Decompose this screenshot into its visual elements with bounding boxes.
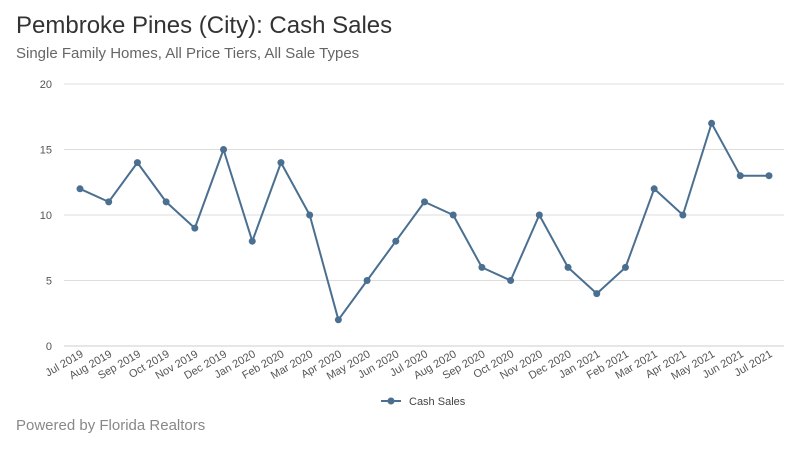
data-point [133, 159, 141, 167]
data-point [621, 263, 629, 271]
series-line [79, 122, 769, 321]
data-point [248, 237, 256, 245]
data-point [191, 224, 199, 232]
data-point [564, 263, 572, 271]
data-point [392, 237, 400, 245]
data-point [650, 185, 658, 193]
data-point [421, 198, 428, 206]
y-tick-label: 15 [40, 145, 52, 157]
data-point [105, 198, 113, 206]
legend-marker [387, 397, 395, 405]
data-point [593, 290, 601, 298]
data-point [708, 119, 716, 127]
data-point [220, 146, 228, 153]
data-point [162, 198, 170, 206]
data-point [449, 211, 457, 219]
data-point [363, 277, 371, 284]
y-tick-label: 5 [46, 276, 52, 288]
data-point [306, 211, 314, 219]
y-tick-label: 10 [40, 210, 52, 222]
data-point [277, 159, 285, 167]
data-point [679, 211, 687, 219]
data-point [507, 277, 515, 284]
data-point [765, 172, 773, 180]
data-point [535, 211, 543, 219]
data-point [76, 185, 84, 193]
footer-credit: Powered by Florida Realtors [16, 417, 206, 434]
chart-subtitle: Single Family Homes, All Price Tiers, Al… [16, 45, 360, 62]
data-point [334, 316, 342, 324]
data-point [736, 172, 744, 180]
y-tick-label: 20 [40, 79, 52, 91]
chart-title: Pembroke Pines (City): Cash Sales [16, 12, 393, 39]
legend-label: Cash Sales [409, 396, 466, 408]
y-tick-label: 0 [46, 341, 52, 353]
data-point [478, 263, 486, 271]
